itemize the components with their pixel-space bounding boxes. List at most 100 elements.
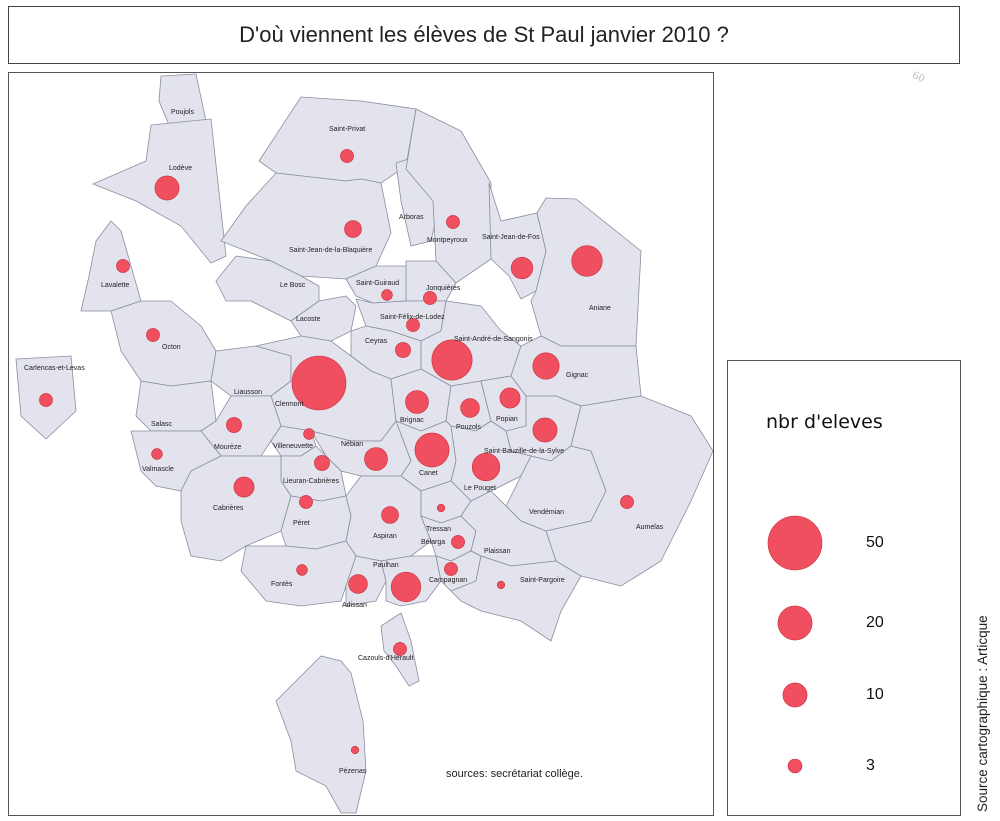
legend-title: nbr d'eleves (766, 411, 883, 433)
region-peret (280, 495, 352, 550)
label-lieuran-cabrieres: Lieuran-Cabrières (283, 478, 340, 485)
region-pezenas (275, 655, 367, 814)
region-saint-pargoire (450, 555, 582, 642)
bubble-saint-andre-de-sangonis (431, 339, 473, 381)
bubble-saint-privat (340, 149, 354, 163)
label-tressan: Tressan (426, 526, 451, 533)
bubble-villeneuvette (303, 428, 315, 440)
legend-value-50: 50 (866, 534, 884, 551)
legend-circle-3 (787, 758, 803, 774)
label-saint-andre-de-sangonis: Saint-André-de-Sangonis (454, 336, 533, 343)
label-popian: Popian (496, 416, 518, 423)
bubble-le-pouget (471, 452, 501, 482)
bubble-ceyras (395, 342, 411, 358)
cartography-credit: Source cartographique : Articque (975, 615, 990, 812)
bubble-belarga (451, 535, 465, 549)
label-liausson: Liausson (234, 389, 262, 396)
bubble-aspiran (381, 506, 399, 524)
region-salasc (135, 380, 217, 432)
label-moureze: Mourèze (214, 444, 241, 451)
label-carlencas-et-levas: Carlencas-et-Levas (24, 365, 85, 372)
bubble-cabrieres (233, 476, 255, 498)
label-lavalette: Lavalette (101, 282, 130, 289)
student-bubbles (39, 149, 634, 755)
legend-circle-10 (782, 682, 808, 708)
label-villeneuvette: Villeneuvette (273, 443, 313, 450)
label-salasc: Salasc (151, 421, 173, 428)
label-saint-bauzille-de-la-sylve: Saint-Bauzille-de-la-Sylve (484, 448, 564, 455)
label-campagnan: Campagnan (429, 577, 467, 584)
bubble-valmascle (151, 448, 163, 460)
label-gignac: Gignac (566, 372, 589, 379)
label-pouzols: Pouzols (456, 424, 481, 431)
bubble-saint-jean-de-fos (510, 256, 534, 280)
label-saint-pargoire: Saint-Pargoire (520, 577, 565, 584)
label-fontes: Fontès (271, 581, 293, 588)
legend-value-3: 3 (866, 757, 875, 774)
bubble-octon (146, 328, 160, 342)
bubble-saint-guiraud (381, 289, 393, 301)
region-gignac (510, 335, 642, 407)
region-poujols (158, 73, 207, 126)
bubble-paulhan (390, 571, 422, 603)
sources-note: sources: secrétariat collège. (446, 768, 583, 780)
pencil-note: 60 (910, 69, 927, 86)
bubble-pezenas (350, 745, 360, 755)
label-montpeyroux: Montpeyroux (427, 237, 468, 244)
bubble-peret (299, 495, 313, 509)
label-le-pouget: Le Pouget (464, 485, 496, 492)
label-aniane: Aniane (589, 305, 611, 312)
commune-regions (15, 73, 714, 814)
bubble-campagnan (444, 562, 458, 576)
region-jonquieres (405, 260, 457, 302)
bubble-cazouls-d-herault (393, 642, 407, 656)
bubble-lavalette (116, 259, 130, 273)
map-frame: Poujols Lodève Saint-Privat Arboras Montpeyr… (8, 72, 714, 816)
bubble-pouzols (460, 398, 480, 418)
bubble-saint-bauzille-de-la-sylve (532, 417, 558, 443)
bubble-canet (414, 432, 450, 468)
label-adissan: Adissan (342, 602, 367, 609)
label-aspiran: Aspiran (373, 533, 397, 540)
label-cazouls-d-herault: Cazouls-d'Hérault (358, 655, 413, 662)
commune-labels: Poujols Lodève Saint-Privat Arboras Montpeyr… (24, 109, 664, 775)
bubble-adissan (348, 574, 368, 594)
legend: nbr d'eleves 50 20 10 3 (727, 360, 961, 816)
label-lodeve: Lodève (169, 165, 192, 172)
label-peret: Péret (293, 520, 310, 527)
label-belarga: Bélarga (421, 539, 445, 546)
bubble-carlencas-et-levas (39, 393, 53, 407)
label-brignac: Brignac (400, 417, 424, 424)
bubble-saint-pargoire (496, 580, 506, 590)
label-nebian: Nébian (341, 441, 363, 448)
label-saint-jean-de-fos: Saint-Jean-de-Fos (482, 234, 540, 241)
bubble-aniane (571, 245, 603, 277)
label-saint-privat: Saint-Privat (329, 126, 365, 133)
label-clermont: Clermont (275, 401, 303, 408)
label-jonquieres: Jonquières (426, 285, 461, 292)
legend-symbols (767, 515, 823, 774)
bubble-saint-jean-de-la-blaquiere (344, 220, 362, 238)
legend-value-20: 20 (866, 614, 884, 631)
label-ceyras: Ceyras (365, 338, 388, 345)
bubble-saint-felix-de-lodez (406, 318, 420, 332)
bubble-fontes (296, 564, 308, 576)
bubble-moureze (226, 417, 242, 433)
region-saint-jean-de-fos (488, 182, 547, 300)
label-arboras: Arboras (399, 214, 424, 221)
bubble-jonquieres (423, 291, 437, 305)
bubble-lieuran-cabrieres (314, 455, 330, 471)
label-le-bosc: Le Bosc (280, 282, 306, 289)
bubble-tressan (436, 503, 446, 513)
label-octon: Octon (162, 344, 181, 351)
label-cabrieres: Cabrières (213, 505, 244, 512)
map-title: D'où viennent les élèves de St Paul janv… (8, 6, 960, 64)
bubble-montpeyroux (446, 215, 460, 229)
label-lacoste: Lacoste (296, 316, 321, 323)
bubble-lodeve (154, 175, 180, 201)
label-valmascle: Valmascle (142, 466, 174, 473)
label-poujols: Poujols (171, 109, 194, 116)
legend-circle-20 (777, 605, 813, 641)
label-aumelas: Aumelas (636, 524, 664, 531)
bubble-gignac (532, 352, 560, 380)
